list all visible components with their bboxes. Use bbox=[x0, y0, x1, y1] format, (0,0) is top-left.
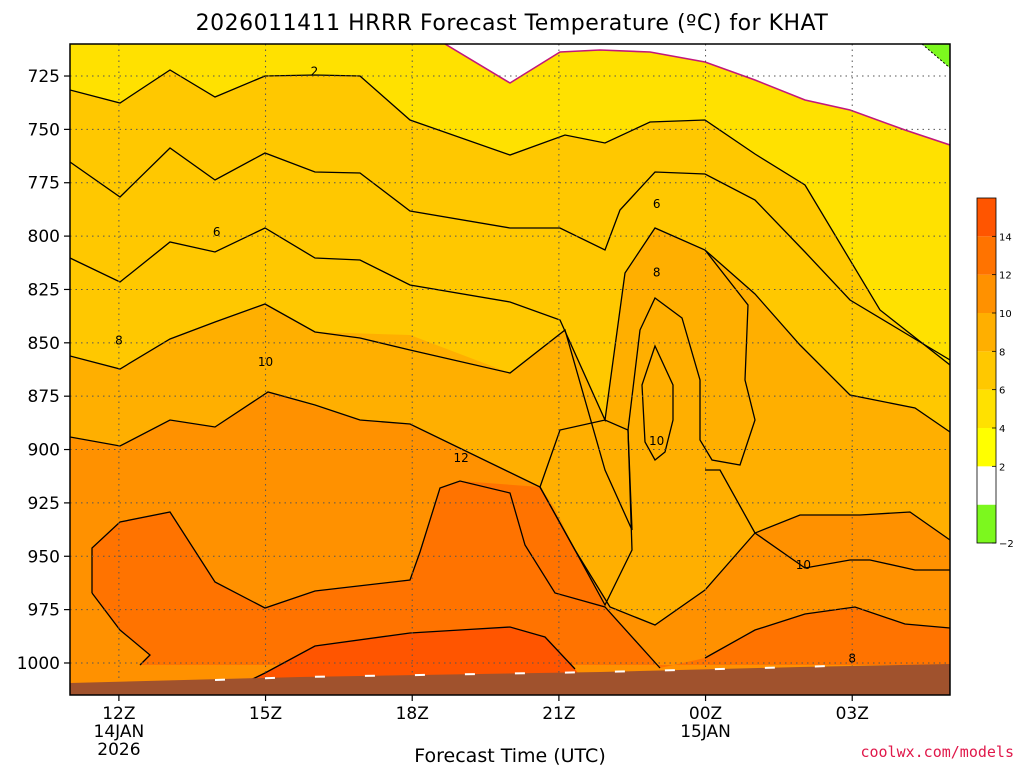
x-tick-label: 18Z bbox=[396, 704, 429, 724]
colorbar-tick-label: 10 bbox=[999, 309, 1012, 320]
y-tick-label: 875 bbox=[28, 387, 60, 407]
x-tick-label: 00Z bbox=[689, 704, 722, 724]
y-tick-label: 925 bbox=[28, 494, 60, 514]
colorbar-tick-label: 12 bbox=[999, 271, 1012, 282]
colorbar-swatch bbox=[977, 313, 996, 352]
y-tick-label: 900 bbox=[28, 441, 60, 461]
x-tick-label: 15JAN bbox=[680, 722, 731, 742]
colorbar-swatch bbox=[977, 504, 996, 543]
y-axis: 725 750 775 800 825 850 875 900 925 950 975 1000 bbox=[17, 67, 70, 674]
band-0-2 bbox=[445, 44, 950, 145]
contour-label: 10 bbox=[258, 355, 273, 369]
y-tick-label: 825 bbox=[28, 280, 60, 300]
x-tick-label: 21Z bbox=[542, 704, 575, 724]
contour-line bbox=[91, 592, 151, 666]
y-tick-label: 975 bbox=[28, 601, 60, 621]
colorbar-tick-label: 2 bbox=[999, 462, 1005, 473]
contour-label: 8 bbox=[653, 265, 661, 279]
ground-terrain bbox=[70, 664, 950, 695]
contour-line bbox=[641, 344, 674, 461]
contour-label: 6 bbox=[653, 197, 661, 211]
contour-line bbox=[91, 480, 661, 669]
colorbar-swatch bbox=[977, 428, 996, 467]
colorbar-tick-label: −2 bbox=[999, 539, 1014, 550]
colorbar-swatch bbox=[977, 274, 996, 313]
colorbar: −2 2 4 6 8 10 12 14 bbox=[976, 197, 1014, 550]
contour-labels: 2 6 6 8 8 10 10 12 10 8 bbox=[115, 65, 856, 666]
colorbar-swatch bbox=[977, 236, 996, 275]
y-tick-label: 725 bbox=[28, 67, 60, 87]
contour-line bbox=[70, 147, 950, 361]
x-tick-label: 14JAN bbox=[94, 722, 145, 742]
y-tick-label: 850 bbox=[28, 334, 60, 354]
contour-label: 6 bbox=[213, 225, 221, 239]
freezing-level-line bbox=[444, 44, 950, 146]
plot-area bbox=[70, 44, 950, 695]
x-axis-label: Forecast Time (UTC) bbox=[414, 745, 605, 767]
y-gridlines bbox=[70, 75, 950, 664]
y-tick-label: 775 bbox=[28, 174, 60, 194]
contour-label: 10 bbox=[796, 558, 811, 572]
contour-label: 8 bbox=[848, 652, 856, 666]
x-tick-label: 12Z bbox=[102, 704, 135, 724]
band-6-8 bbox=[70, 44, 950, 432]
band-12-14 bbox=[70, 481, 950, 668]
colorbar-tick-label: 8 bbox=[999, 347, 1005, 358]
contour-line bbox=[70, 69, 950, 366]
y-tick-label: 800 bbox=[28, 227, 60, 247]
band-12-14-core bbox=[642, 346, 673, 460]
colorbar-frame bbox=[976, 197, 997, 544]
surface-trace bbox=[214, 664, 861, 681]
x-tick-label: 03Z bbox=[836, 704, 869, 724]
x-gridlines bbox=[118, 44, 853, 695]
y-tick-label: 1000 bbox=[17, 654, 60, 674]
plot-frame bbox=[69, 43, 951, 696]
contour-line bbox=[229, 626, 576, 691]
y-tick-label: 950 bbox=[28, 547, 60, 567]
colorbar-swatch bbox=[977, 389, 996, 428]
contour-label: 2 bbox=[311, 65, 319, 79]
contour-line bbox=[70, 227, 950, 433]
contour-label: 8 bbox=[115, 334, 123, 348]
contour-line bbox=[705, 469, 950, 571]
band-4-6 bbox=[70, 44, 950, 365]
contour-label: 10 bbox=[649, 434, 664, 448]
contour-line bbox=[704, 606, 950, 659]
colorbar-swatch bbox=[977, 466, 996, 505]
colorbar-swatch bbox=[977, 198, 996, 237]
colorbar-swatch bbox=[977, 351, 996, 390]
colorbar-tick-label: 4 bbox=[999, 424, 1005, 435]
colorbar-tick-label: 14 bbox=[999, 232, 1012, 243]
contour-label: 12 bbox=[453, 451, 468, 465]
credit-text: coolwx.com/models bbox=[860, 743, 1014, 761]
chart-title: 2026011411 HRRR Forecast Temperature (ºC… bbox=[196, 11, 829, 36]
y-tick-label: 750 bbox=[28, 120, 60, 140]
x-tick-label: 2026 bbox=[97, 740, 140, 760]
colorbar-tick-label: 6 bbox=[999, 386, 1005, 397]
contour-line bbox=[539, 419, 633, 607]
x-tick-label: 15Z bbox=[249, 704, 282, 724]
